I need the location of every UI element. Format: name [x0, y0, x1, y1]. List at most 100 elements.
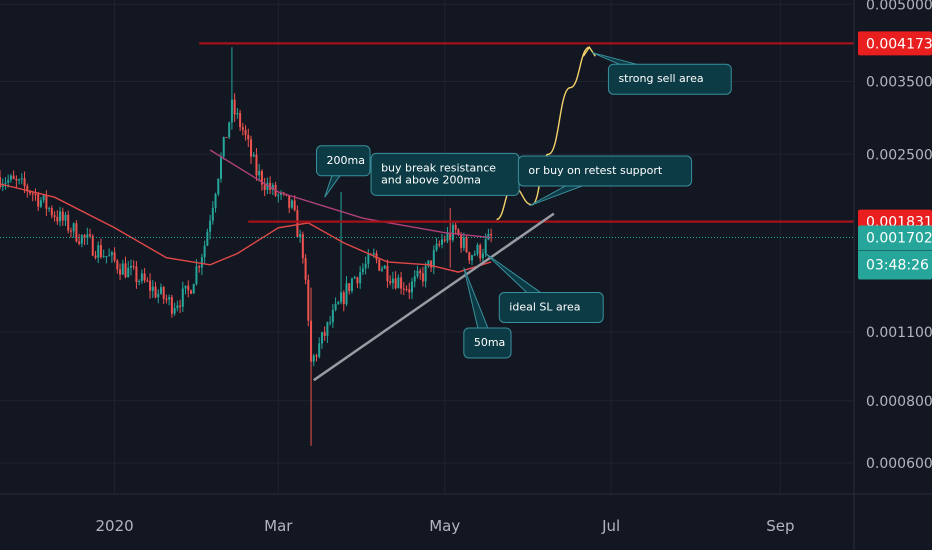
- candle-body: [484, 239, 487, 254]
- candle-body: [394, 278, 397, 289]
- support-trendline: [313, 212, 555, 382]
- candle-body: [108, 255, 111, 257]
- candle-body: [64, 214, 67, 221]
- candle-body: [413, 276, 416, 282]
- candle-body: [441, 239, 444, 245]
- candle-body: [337, 302, 340, 304]
- candle-body: [424, 266, 427, 282]
- candle-body: [214, 194, 217, 208]
- candle-body: [454, 224, 457, 230]
- candle-countdown: 03:48:26: [866, 257, 929, 273]
- candle-body: [72, 223, 75, 232]
- candle-body: [293, 200, 296, 211]
- candle-body: [56, 216, 59, 222]
- price-badge-high-bg: [858, 31, 932, 56]
- candle-body: [446, 232, 449, 241]
- candle-body: [53, 215, 56, 217]
- candle-body: [119, 269, 122, 275]
- candle-body: [67, 214, 70, 231]
- annotation-text: or buy on retest support: [528, 164, 662, 177]
- candle-body: [200, 257, 203, 268]
- candle-body: [449, 232, 452, 240]
- candle-body: [31, 193, 34, 195]
- candle-body: [187, 285, 190, 291]
- annotation-text: strong sell area: [618, 72, 703, 85]
- annotation-text: 200ma: [326, 154, 364, 167]
- y-tick-label: 0.005000: [866, 0, 932, 13]
- candle-body: [230, 99, 233, 123]
- annotation-50ma: 50ma: [463, 267, 512, 359]
- candle-body: [189, 290, 192, 294]
- candle-body: [236, 112, 239, 115]
- candle-body: [50, 208, 53, 216]
- price-badge-high: 0.004173: [866, 36, 932, 52]
- candle-body: [86, 234, 89, 238]
- candle-body: [353, 277, 356, 279]
- candle-body: [80, 235, 83, 244]
- candle-body: [250, 139, 253, 157]
- y-tick-label: 0.002500: [866, 147, 932, 163]
- candle-body: [179, 305, 182, 307]
- candle-body: [318, 343, 321, 357]
- candle-body: [386, 265, 389, 282]
- candle-body: [410, 281, 413, 293]
- candle-body: [310, 320, 313, 362]
- candle-body: [296, 210, 299, 238]
- candle-body: [468, 252, 471, 261]
- candle-body: [389, 281, 392, 283]
- candle-body: [462, 237, 465, 248]
- candle-body: [116, 260, 119, 270]
- candle-body: [244, 129, 247, 136]
- candle-body: [329, 322, 332, 324]
- candle-body: [23, 178, 26, 187]
- candle-body: [239, 112, 242, 128]
- annotation-box: [498, 291, 604, 323]
- candle-body: [340, 292, 343, 303]
- candle-body: [173, 308, 176, 314]
- candle-body: [89, 234, 92, 236]
- candle-body: [225, 137, 228, 139]
- candle-body: [405, 288, 408, 290]
- candle-body: [157, 293, 160, 298]
- ma-line-50ma: [0, 183, 492, 273]
- candle-body: [252, 154, 255, 157]
- candle-body: [419, 270, 422, 274]
- candle-body: [258, 170, 261, 176]
- candle-body: [94, 255, 97, 258]
- candle-body: [263, 184, 266, 190]
- candle-body: [307, 279, 310, 321]
- candle-body: [206, 231, 209, 246]
- price-badge-current: 0.001702: [866, 230, 932, 246]
- candle-body: [99, 245, 102, 257]
- candle-body: [192, 284, 195, 294]
- x-tick-label: 2020: [96, 517, 134, 535]
- candle-body: [280, 192, 283, 195]
- candle-body: [465, 237, 468, 253]
- candle-body: [198, 266, 201, 268]
- candle-body: [277, 194, 280, 196]
- price-badge-current-bg: [858, 225, 932, 280]
- candle-body: [61, 211, 64, 221]
- candle-body: [299, 234, 302, 238]
- candle-body: [20, 178, 23, 180]
- candle-body: [473, 254, 476, 256]
- candle-body: [42, 195, 45, 201]
- candle-body: [135, 266, 138, 283]
- candle-body: [138, 281, 141, 283]
- candle-body: [203, 245, 206, 258]
- candle-body: [301, 234, 304, 259]
- y-tick-label: 0.003500: [866, 74, 932, 90]
- candle-body: [18, 179, 21, 181]
- candle-body: [105, 256, 108, 258]
- candle-body: [4, 182, 7, 184]
- candle-body: [162, 287, 165, 299]
- candle-body: [427, 260, 430, 267]
- candle-body: [176, 305, 179, 309]
- candle-body: [127, 267, 130, 278]
- y-tick-label: 0.001100: [866, 325, 932, 341]
- candle-body: [184, 285, 187, 289]
- candle-body: [304, 258, 307, 280]
